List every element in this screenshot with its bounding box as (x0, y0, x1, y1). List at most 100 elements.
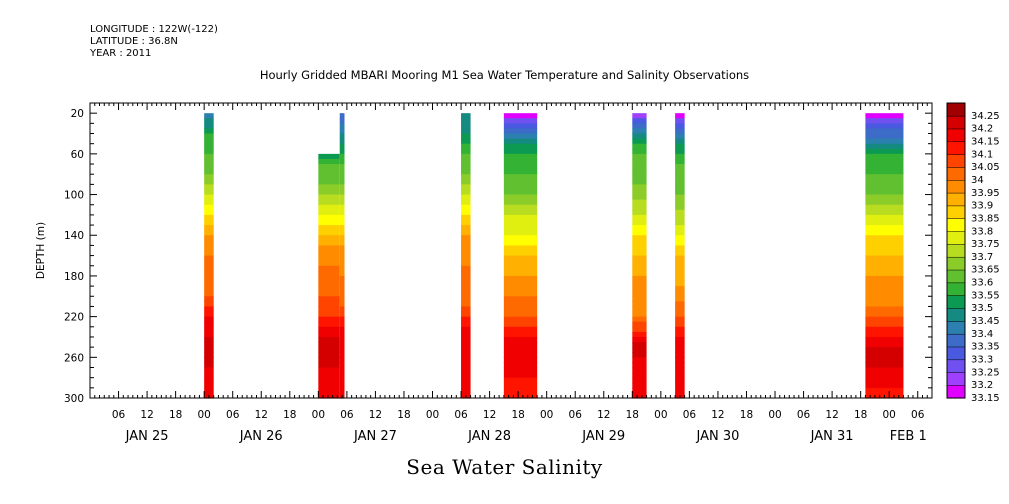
salinity-cell (461, 306, 471, 313)
salinity-cell (632, 179, 647, 185)
salinity-cell (675, 164, 685, 170)
salinity-cell (204, 189, 214, 196)
salinity-cell (339, 281, 345, 287)
salinity-cell (204, 194, 214, 201)
colorbar-label: 33.65 (971, 265, 1000, 276)
salinity-cell (503, 230, 538, 236)
salinity-cell (204, 179, 214, 185)
salinity-cell (632, 286, 647, 292)
salinity-cell (675, 204, 685, 211)
salinity-cell (632, 296, 647, 302)
salinity-cell (461, 245, 471, 252)
salinity-cell (865, 352, 904, 358)
salinity-cell (503, 179, 538, 185)
salinity-cell (865, 219, 904, 226)
salinity-cell (675, 372, 685, 379)
colorbar-swatch (946, 141, 966, 155)
salinity-cell (865, 362, 904, 369)
salinity-cell (461, 260, 471, 267)
salinity-cell (632, 377, 647, 384)
salinity-cell (318, 209, 340, 216)
salinity-cell (461, 301, 471, 308)
salinity-cell (503, 148, 538, 155)
salinity-cell (461, 286, 471, 292)
colorbar-label: 33.4 (971, 329, 993, 340)
salinity-cell (865, 306, 904, 313)
x-hour-label: 00 (312, 409, 325, 421)
salinity-cell (318, 235, 340, 241)
salinity-cell (865, 133, 904, 140)
salinity-cell (675, 367, 685, 374)
colorbar-label: 33.95 (971, 188, 1000, 199)
colorbar-swatch (946, 218, 966, 232)
salinity-cell (204, 230, 214, 236)
salinity-cell (461, 113, 471, 119)
x-hour-label: 12 (140, 409, 153, 421)
salinity-cell (865, 128, 904, 135)
longitude-label: LONGITUDE : 122W(-122) (90, 24, 218, 35)
salinity-cell (204, 138, 214, 145)
salinity-cell (675, 225, 685, 231)
salinity-cell (675, 219, 685, 226)
colorbar-label: 33.8 (971, 226, 993, 237)
salinity-cell (318, 382, 340, 389)
salinity-cell (339, 296, 345, 302)
salinity-cell (461, 214, 471, 221)
salinity-cell (675, 306, 685, 313)
salinity-cell (675, 336, 685, 343)
salinity-cell (461, 255, 471, 262)
salinity-cell (204, 164, 214, 170)
salinity-cell (339, 179, 345, 185)
salinity-cell (318, 336, 340, 343)
salinity-cell (632, 336, 647, 343)
colorbar-swatch (946, 102, 966, 117)
salinity-cell (461, 209, 471, 216)
colorbar-swatch (946, 346, 966, 361)
salinity-cell (318, 158, 340, 165)
salinity-cell (461, 133, 471, 140)
x-hour-label: 06 (454, 409, 468, 421)
salinity-cell (865, 230, 904, 236)
salinity-cell (204, 342, 214, 348)
colorbar-label: 33.35 (971, 342, 1000, 353)
salinity-cell (632, 260, 647, 267)
salinity-cell (632, 270, 647, 277)
salinity-cell (318, 286, 340, 292)
salinity-cell (675, 296, 685, 302)
x-hour-label: 18 (283, 409, 296, 421)
salinity-cell (318, 362, 340, 369)
salinity-cell (865, 281, 904, 287)
salinity-cell (632, 148, 647, 155)
salinity-cell (339, 260, 345, 267)
salinity-cell (632, 326, 647, 333)
salinity-cell (675, 387, 685, 394)
salinity-cell (318, 321, 340, 328)
x-hour-label: 12 (483, 409, 496, 421)
salinity-cell (865, 240, 904, 247)
salinity-cell (204, 326, 214, 333)
salinity-cell (675, 123, 685, 130)
salinity-cell (675, 245, 685, 252)
salinity-cell (865, 118, 904, 124)
salinity-cell (503, 245, 538, 252)
salinity-cell (461, 219, 471, 226)
colorbar-swatch (946, 282, 966, 296)
salinity-cell (461, 118, 471, 124)
salinity-cell (675, 138, 685, 145)
salinity-cell (865, 372, 904, 379)
salinity-cell (204, 270, 214, 277)
salinity-cell (632, 347, 647, 353)
colorbar-label: 33.75 (971, 239, 1000, 250)
salinity-cell (339, 311, 345, 318)
y-tick-label: 180 (64, 271, 84, 283)
salinity-cell (461, 225, 471, 231)
salinity-cell (503, 158, 538, 165)
salinity-cell (461, 367, 471, 374)
salinity-cell (632, 362, 647, 369)
salinity-cell (632, 367, 647, 374)
colorbar-label: 33.2 (971, 380, 993, 391)
salinity-cell (865, 174, 904, 180)
salinity-cell (675, 199, 685, 206)
salinity-cell (204, 245, 214, 252)
x-hour-label: 12 (825, 409, 838, 421)
